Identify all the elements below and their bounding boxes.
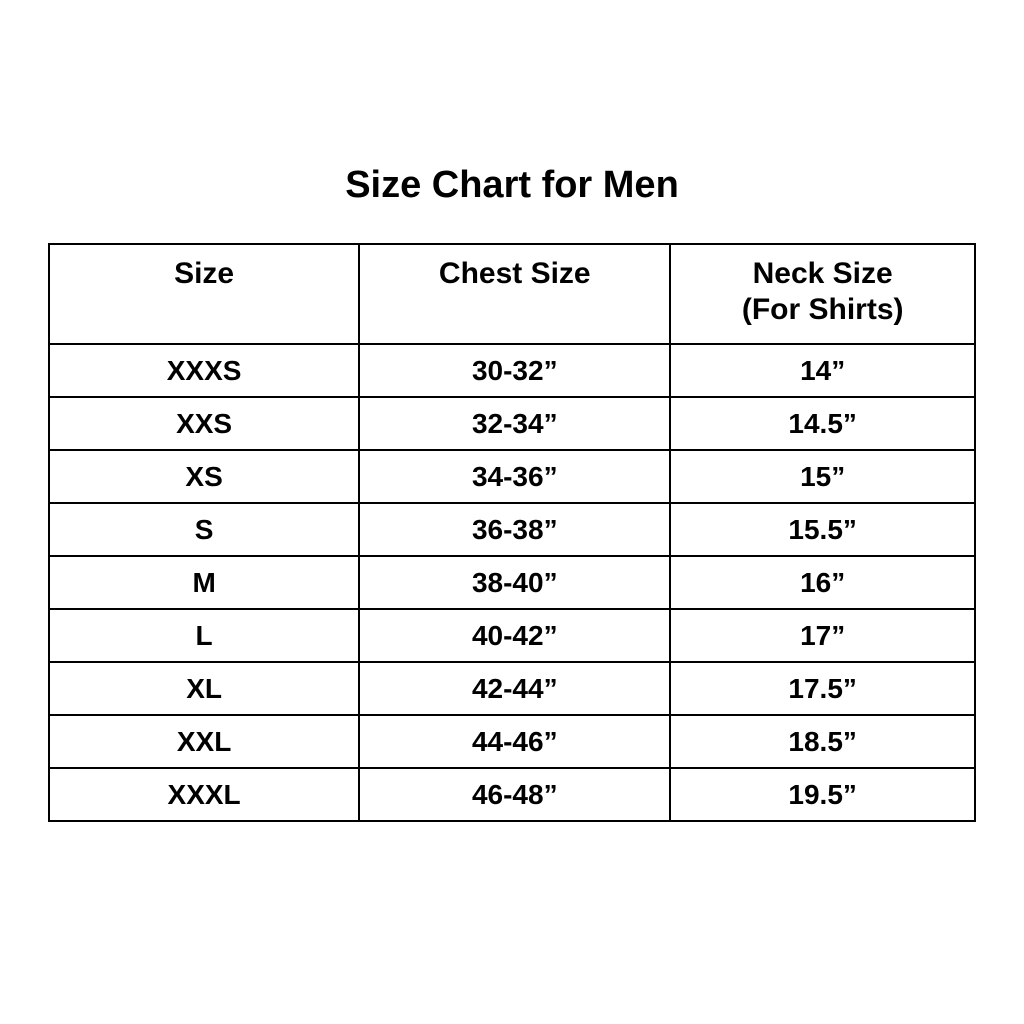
chest-size-cell: 42-44” xyxy=(358,661,672,716)
chest-size-cell: 36-38” xyxy=(358,502,672,557)
neck-size-cell: 15.5” xyxy=(669,502,976,557)
size-cell: XXXL xyxy=(47,767,361,822)
size-cell: XXXS xyxy=(47,343,361,398)
neck-size-cell: 18.5” xyxy=(669,714,976,769)
column-header-neck-size-sublabel: (For Shirts) xyxy=(741,293,904,326)
chest-size-cell: 40-42” xyxy=(358,608,672,663)
column-header-size-label: Size xyxy=(174,257,235,290)
size-cell: XXS xyxy=(47,396,361,451)
table-row: S 36-38” 15.5” xyxy=(47,502,976,557)
table-body: XXXS 30-32” 14” XXS 32-34” 14.5” XS 34-3… xyxy=(47,343,976,822)
table-row: XXXL 46-48” 19.5” xyxy=(47,767,976,822)
chest-size-cell: 34-36” xyxy=(358,449,672,504)
size-cell: XXL xyxy=(47,714,361,769)
table-header: Size Chest Size Neck Size (For Shirts) xyxy=(47,243,976,345)
table-row: M 38-40” 16” xyxy=(47,555,976,610)
table-row: XL 42-44” 17.5” xyxy=(47,661,976,716)
table-row: XXL 44-46” 18.5” xyxy=(47,714,976,769)
neck-size-cell: 17” xyxy=(669,608,976,663)
table-row: XXXS 30-32” 14” xyxy=(47,343,976,398)
neck-size-cell: 14” xyxy=(669,343,976,398)
size-cell: L xyxy=(47,608,361,663)
neck-size-cell: 19.5” xyxy=(669,767,976,822)
column-header-chest-size: Chest Size xyxy=(358,243,672,345)
column-header-neck-size: Neck Size (For Shirts) xyxy=(669,243,976,345)
column-header-size: Size xyxy=(47,243,361,345)
header-row: Size Chest Size Neck Size (For Shirts) xyxy=(47,243,976,345)
size-cell: M xyxy=(47,555,361,610)
neck-size-cell: 17.5” xyxy=(669,661,976,716)
column-header-neck-size-label: Neck Size xyxy=(752,257,893,290)
size-chart-table: Size Chest Size Neck Size (For Shirts) X… xyxy=(47,243,976,822)
neck-size-cell: 14.5” xyxy=(669,396,976,451)
size-cell: S xyxy=(47,502,361,557)
neck-size-cell: 16” xyxy=(669,555,976,610)
chest-size-cell: 44-46” xyxy=(358,714,672,769)
chest-size-cell: 30-32” xyxy=(358,343,672,398)
size-cell: XL xyxy=(47,661,361,716)
chest-size-cell: 38-40” xyxy=(358,555,672,610)
page-title: Size Chart for Men xyxy=(345,164,679,206)
table-row: L 40-42” 17” xyxy=(47,608,976,663)
table-row: XXS 32-34” 14.5” xyxy=(47,396,976,451)
chest-size-cell: 32-34” xyxy=(358,396,672,451)
column-header-chest-size-label: Chest Size xyxy=(438,257,591,290)
table-row: XS 34-36” 15” xyxy=(47,449,976,504)
neck-size-cell: 15” xyxy=(669,449,976,504)
chest-size-cell: 46-48” xyxy=(358,767,672,822)
size-cell: XS xyxy=(47,449,361,504)
